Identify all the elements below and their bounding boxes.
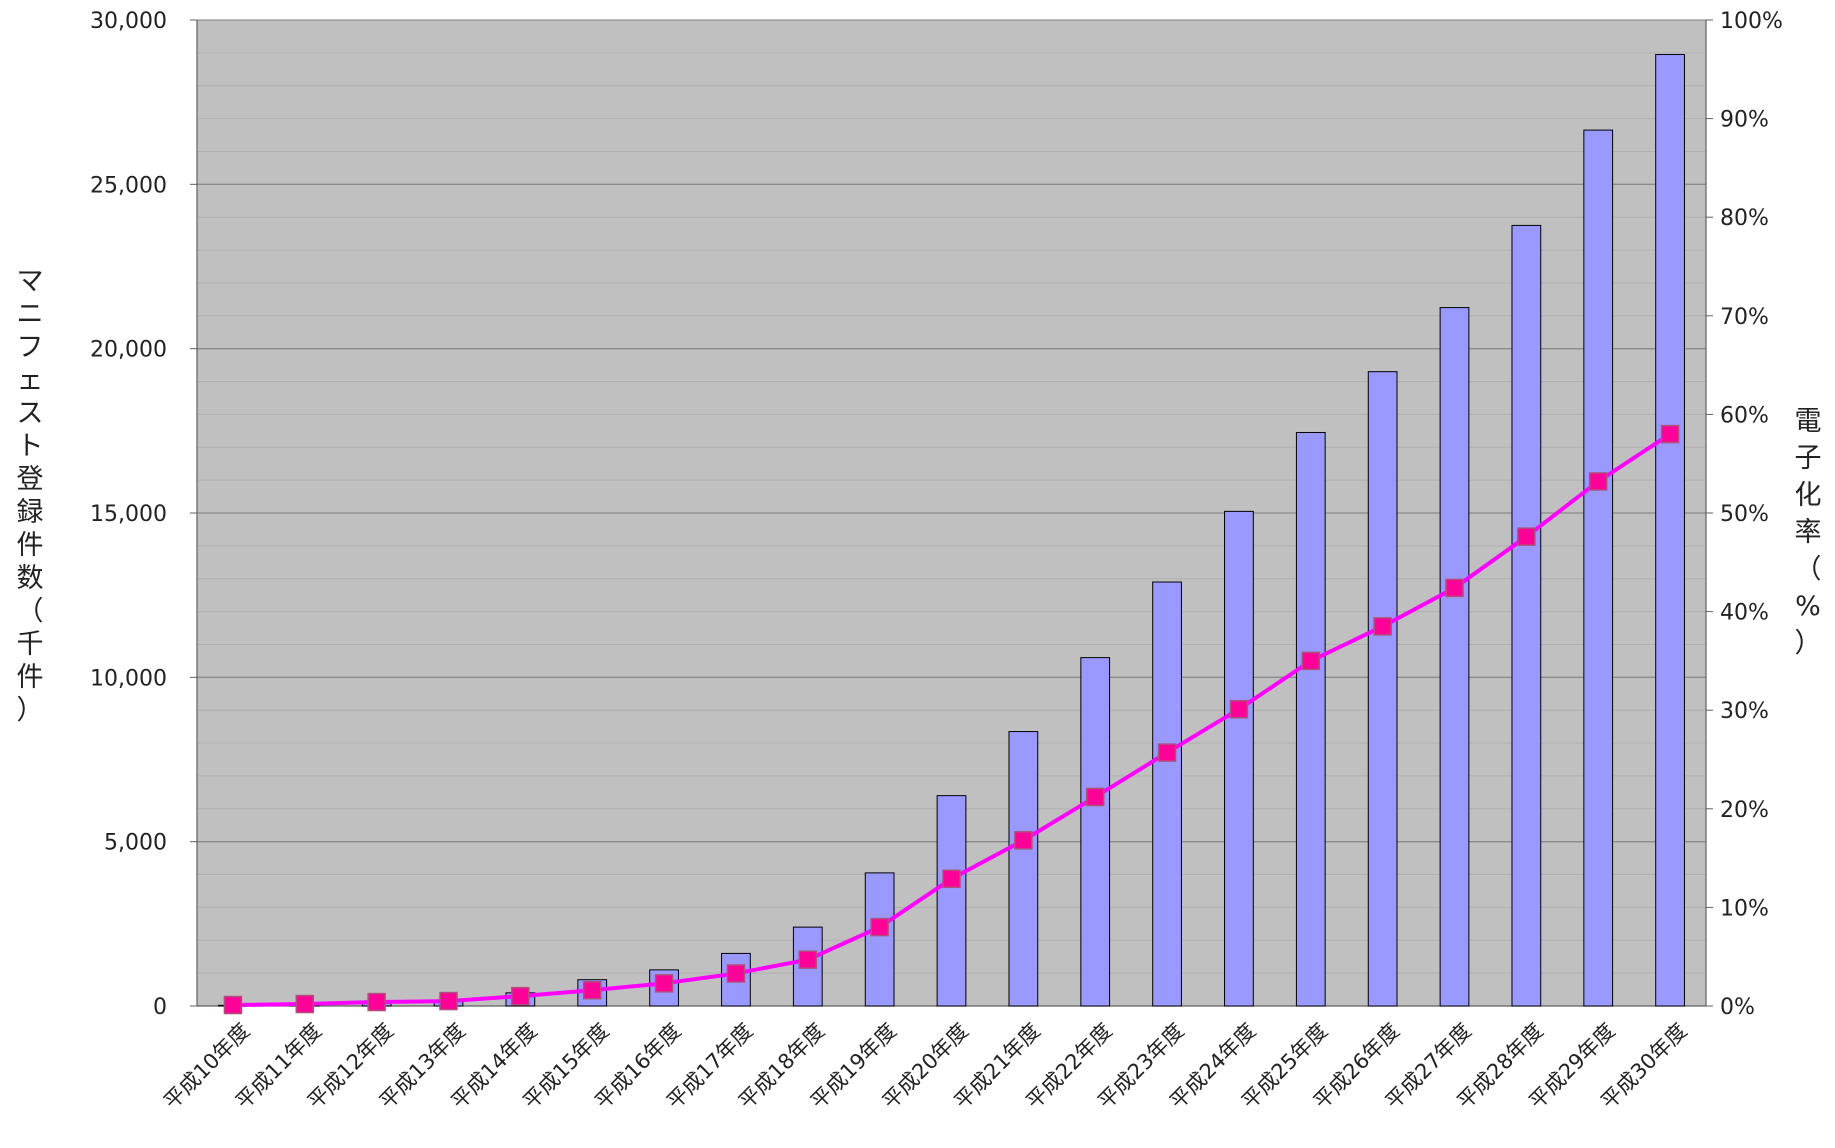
bar bbox=[1295, 431, 1326, 1007]
bar bbox=[1008, 731, 1039, 1007]
bar bbox=[1080, 657, 1111, 1007]
bar-series bbox=[218, 54, 1685, 1007]
left-axis-ticks: 0 5,000 10,000 15,000 20,000 25,000 30,000 bbox=[90, 9, 197, 1020]
rate-marker bbox=[870, 917, 889, 937]
rate-marker bbox=[1301, 651, 1321, 671]
right-tick-label: 0% bbox=[1720, 995, 1755, 1020]
rate-marker bbox=[798, 950, 818, 969]
rate-marker bbox=[223, 995, 243, 1015]
bar bbox=[1224, 510, 1254, 1007]
bar bbox=[864, 872, 895, 1007]
bar bbox=[1152, 581, 1182, 1007]
right-tick-label: 10% bbox=[1720, 896, 1769, 921]
bar bbox=[1655, 54, 1685, 1007]
bar bbox=[936, 795, 967, 1007]
right-tick-label: 20% bbox=[1720, 798, 1769, 823]
left-tick-label: 20,000 bbox=[90, 338, 167, 363]
left-tick-label: 15,000 bbox=[90, 502, 167, 527]
rate-marker bbox=[654, 974, 674, 993]
bar bbox=[1583, 129, 1614, 1007]
bar bbox=[1511, 224, 1542, 1007]
right-tick-label: 50% bbox=[1720, 502, 1769, 527]
rate-marker bbox=[295, 994, 315, 1014]
rate-marker bbox=[1660, 424, 1680, 444]
line-series bbox=[223, 424, 1680, 1015]
right-axis-ticks: 0% 10% 20% 30% 40% 50% 60% 70% 80% 90% 100% bbox=[1706, 9, 1783, 1020]
left-tick-label: 30,000 bbox=[90, 9, 167, 34]
bar bbox=[1367, 371, 1398, 1007]
bar bbox=[1439, 307, 1470, 1007]
left-axis-title: マニフェスト登録件数（千件） bbox=[17, 266, 44, 726]
rate-marker bbox=[942, 869, 961, 889]
rate-marker bbox=[1085, 787, 1105, 807]
rate-marker bbox=[1373, 617, 1392, 636]
rate-marker bbox=[1517, 527, 1536, 546]
right-tick-label: 30% bbox=[1720, 699, 1769, 724]
rate-marker bbox=[511, 986, 530, 1006]
rate-marker bbox=[726, 964, 746, 983]
rate-marker bbox=[1445, 578, 1464, 598]
rate-marker bbox=[582, 980, 602, 1000]
right-tick-label: 90% bbox=[1720, 108, 1769, 133]
left-tick-label: 0 bbox=[153, 995, 167, 1020]
right-tick-label: 40% bbox=[1720, 601, 1769, 626]
rate-marker bbox=[1229, 699, 1249, 719]
rate-marker bbox=[439, 991, 458, 1011]
right-tick-label: 100% bbox=[1720, 9, 1783, 34]
rate-marker bbox=[367, 992, 386, 1012]
left-tick-label: 10,000 bbox=[90, 666, 167, 691]
rate-marker bbox=[1157, 743, 1177, 762]
rate-marker bbox=[1014, 831, 1033, 850]
right-tick-label: 60% bbox=[1720, 403, 1769, 428]
right-tick-label: 80% bbox=[1720, 206, 1769, 231]
right-axis-title: 電子化率（%） bbox=[1795, 406, 1822, 659]
left-tick-label: 25,000 bbox=[90, 173, 167, 198]
rate-marker bbox=[1588, 472, 1608, 491]
right-tick-label: 70% bbox=[1720, 305, 1769, 330]
x-axis-ticks: 平成10年度平成11年度平成12年度平成13年度平成14年度平成15年度平成16… bbox=[159, 1019, 1691, 1114]
axis-titles: マニフェスト登録件数（千件） 電子化率（%） bbox=[17, 266, 1822, 726]
left-tick-label: 5,000 bbox=[104, 831, 167, 856]
